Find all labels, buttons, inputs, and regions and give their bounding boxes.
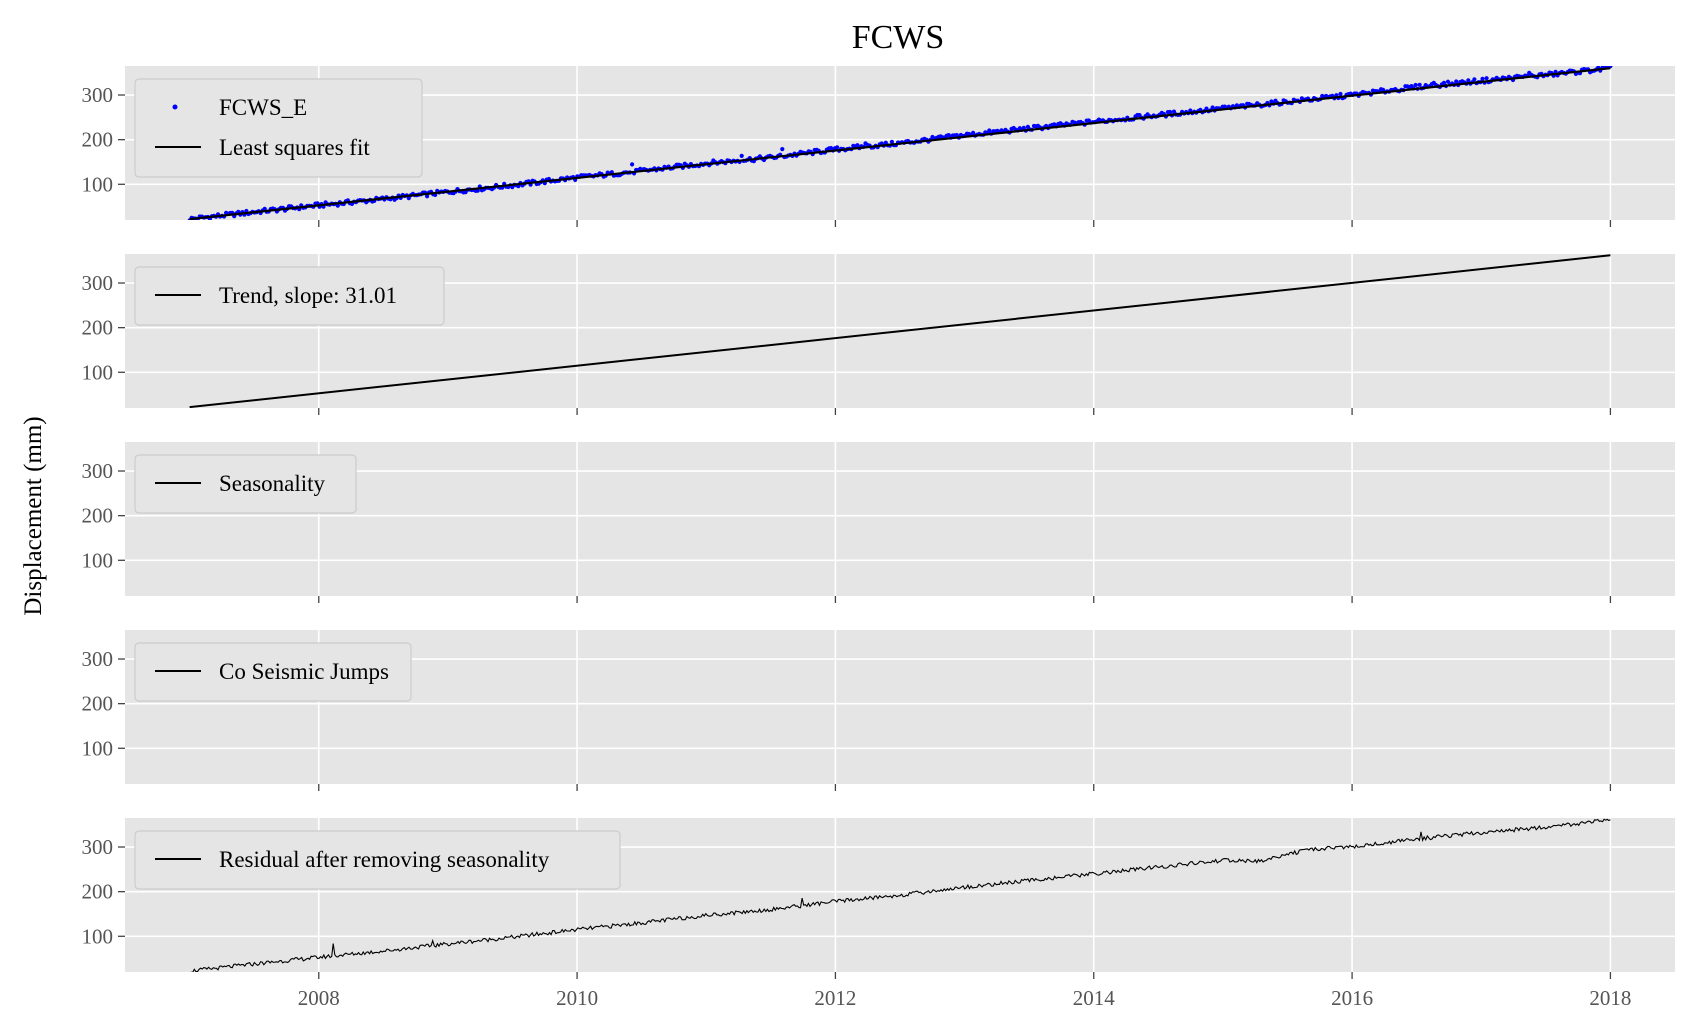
data-point	[1466, 78, 1471, 83]
series-group	[190, 818, 1611, 972]
legend: Co Seismic Jumps	[134, 642, 412, 702]
y-tick-label: 100	[82, 172, 114, 196]
y-tick-label: 100	[82, 548, 114, 572]
data-point	[1472, 77, 1477, 82]
data-point	[1484, 76, 1489, 81]
data-point	[425, 194, 430, 199]
legend-box	[134, 266, 445, 326]
x-tick-label: 2016	[1331, 986, 1373, 1010]
x-tick-label: 2014	[1073, 986, 1116, 1010]
subplot-5: 100 200 300 Residual after removing seasona…	[82, 818, 1675, 1010]
data-point	[1417, 82, 1422, 87]
y-tick-label: 300	[82, 647, 114, 671]
legend: FCWS_E Least squares fit	[134, 78, 423, 178]
data-point	[1167, 109, 1173, 115]
legend-label: Residual after removing seasonality	[219, 847, 550, 872]
subplot-3: 100 200 300 Seasonality	[82, 442, 1675, 603]
subplot-stack: 100 200 300 FCWS_E Least squares fit 100 200 30…	[82, 66, 1675, 1010]
y-tick-label: 100	[82, 736, 114, 760]
least-squares-fit-line	[189, 67, 1611, 220]
trend-line	[189, 254, 1611, 408]
y-tick-label: 100	[82, 360, 114, 384]
y-tick-label: 200	[82, 128, 114, 152]
y-tick-label: 200	[82, 316, 114, 340]
legend: Residual after removing seasonality	[134, 830, 621, 890]
legend-box	[134, 78, 423, 178]
data-point	[987, 128, 992, 133]
y-axis-label: Displacement (mm)	[20, 416, 47, 615]
data-point	[1445, 79, 1451, 84]
y-tick-label: 300	[82, 459, 114, 483]
legend-box	[134, 830, 621, 890]
data-point	[630, 162, 635, 167]
legend-box	[134, 642, 412, 702]
x-tick-label: 2010	[556, 986, 598, 1010]
x-tick-label: 2018	[1589, 986, 1631, 1010]
y-tick-label: 300	[82, 271, 114, 295]
y-tick-label: 200	[82, 692, 114, 716]
residual-line	[190, 818, 1611, 972]
data-point	[1338, 91, 1343, 97]
data-point	[1413, 82, 1418, 88]
legend-box	[134, 454, 357, 514]
y-tick-label: 200	[82, 504, 114, 528]
subplot-1: 100 200 300 FCWS_E Least squares fit	[82, 66, 1675, 227]
legend-label: Trend, slope: 31.01	[219, 283, 397, 308]
legend: Trend, slope: 31.01	[134, 266, 445, 326]
y-tick-label: 100	[82, 924, 114, 948]
y-tick-label: 300	[82, 835, 114, 859]
series-group	[187, 66, 1613, 220]
data-point	[855, 143, 860, 148]
data-point	[780, 147, 785, 152]
data-point	[1480, 76, 1485, 81]
data-point	[1454, 79, 1459, 84]
data-point	[739, 153, 744, 158]
subplot-2: 100 200 300 Trend, slope: 31.01	[82, 254, 1675, 415]
legend-label: FCWS_E	[219, 95, 307, 120]
legend-label: Least squares fit	[219, 135, 370, 160]
data-point	[262, 206, 267, 211]
legend-label: Co Seismic Jumps	[219, 659, 389, 684]
data-point	[1441, 80, 1447, 85]
series-group	[189, 254, 1611, 408]
data-point	[1210, 105, 1215, 110]
data-point	[889, 139, 895, 144]
legend: Seasonality	[134, 454, 357, 514]
data-point	[835, 145, 840, 150]
legend-marker	[172, 104, 178, 110]
x-tick-label: 2012	[814, 986, 856, 1010]
y-tick-label: 300	[82, 83, 114, 107]
subplot-4: 100 200 300 Co Seismic Jumps	[82, 630, 1675, 791]
plot-area-background	[125, 442, 1675, 596]
y-tick-label: 200	[82, 880, 114, 904]
x-tick-label: 2008	[298, 986, 340, 1010]
chart-title: FCWS	[852, 19, 945, 56]
legend-label: Seasonality	[219, 471, 326, 496]
